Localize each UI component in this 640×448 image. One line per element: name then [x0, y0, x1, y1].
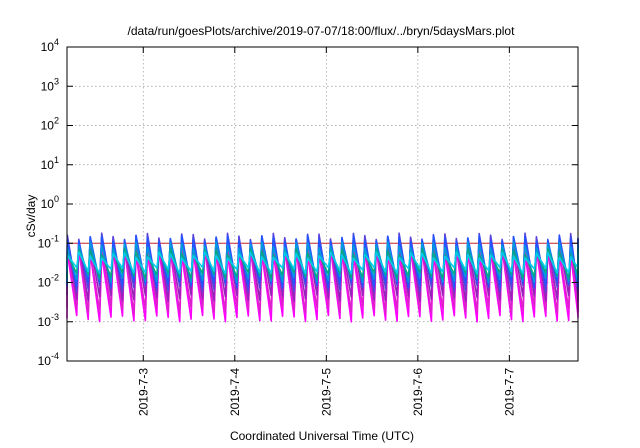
x-tick-label: 2019-7-7: [502, 368, 516, 416]
y-tick-label: 10-1: [38, 233, 59, 250]
y-tick-label: 101: [41, 155, 59, 172]
x-tick-label: 2019-7-3: [136, 368, 150, 416]
y-tick-label: 10-2: [38, 273, 59, 290]
y-tick-label: 102: [41, 116, 59, 133]
y-axis-ticks: 104 103 102 101 100 10-1 10-2 10-3 10-4: [38, 37, 578, 368]
data-series: [66, 232, 579, 323]
x-tick-label: 2019-7-5: [319, 368, 333, 416]
x-axis-ticks: 2019-7-3 2019-7-4 2019-7-5 2019-7-6 2019-7-7: [136, 47, 516, 416]
series-line-7: [66, 251, 579, 275]
y-tick-label: 103: [41, 76, 59, 93]
y-tick-label: 10-4: [38, 351, 59, 368]
y-tick-label: 10-3: [38, 312, 59, 329]
x-tick-label: 2019-7-6: [411, 368, 425, 416]
y-axis-label: cSv/day: [24, 195, 38, 238]
y-tick-label: 100: [41, 194, 59, 211]
x-tick-label: 2019-7-4: [228, 368, 242, 416]
x-axis-label: Coordinated Universal Time (UTC): [230, 429, 414, 443]
chart-title: /data/run/goesPlots/archive/2019-07-07/1…: [128, 24, 516, 38]
y-tick-label: 104: [41, 37, 59, 54]
